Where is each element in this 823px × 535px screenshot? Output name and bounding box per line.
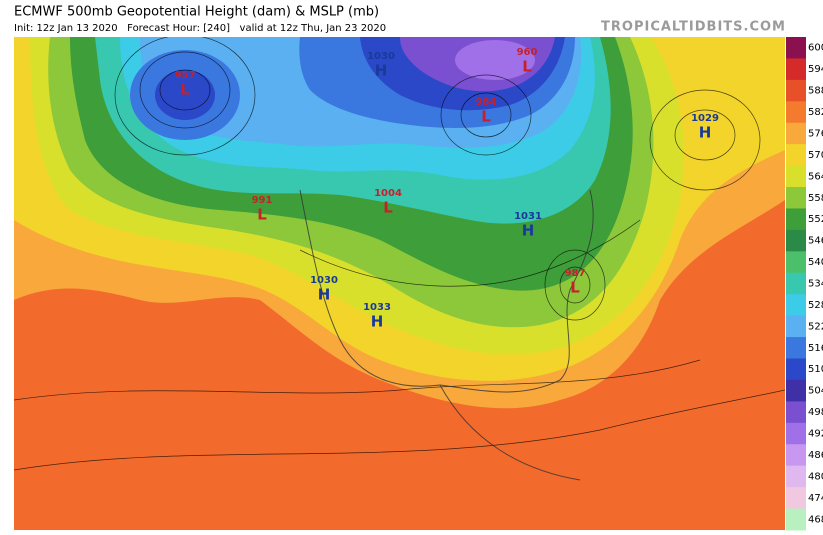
center-symbol: H (699, 124, 712, 142)
center-value: 960 (517, 47, 538, 58)
center-value: 1033 (363, 302, 391, 313)
colorbar-label: 498 (808, 407, 823, 418)
colorbar-label: 516 (808, 343, 823, 354)
colorbar-swatch (786, 465, 806, 488)
colorbar-swatch (786, 487, 806, 510)
colorbar-swatch (786, 422, 806, 445)
colorbar-label: 510 (808, 364, 823, 375)
colorbar-swatch (786, 315, 806, 338)
center-symbol: H (375, 62, 388, 80)
watermark: TROPICALTIDBITS.COM (601, 20, 786, 35)
colorbar-swatch (786, 58, 806, 81)
colorbar-swatch (786, 401, 806, 424)
center-symbol: L (522, 58, 532, 76)
center-value: 987 (565, 268, 586, 279)
colorbar-swatch (786, 37, 806, 59)
colorbar-swatch (786, 508, 806, 531)
colorbar-label: 504 (808, 386, 823, 397)
colorbar-label: 546 (808, 236, 823, 247)
colorbar: 600 594 588 582 576 570 564 558 552 546 540 534 528 5… (786, 37, 823, 531)
colorbar-label: 492 (808, 429, 823, 440)
center-value: 1030 (367, 51, 395, 62)
colorbar-label: 486 (808, 450, 823, 461)
colorbar-label: 564 (808, 171, 823, 182)
colorbar-label: 534 (808, 279, 823, 290)
colorbar-label: 540 (808, 257, 823, 268)
center-symbol: H (318, 286, 331, 304)
height-field (14, 37, 785, 530)
colorbar-swatch (786, 79, 806, 102)
center-value: 957 (175, 70, 196, 81)
colorbar-label: 570 (808, 150, 823, 161)
center-symbol: H (371, 313, 384, 331)
colorbar-label: 480 (808, 471, 823, 482)
colorbar-label: 474 (808, 493, 823, 504)
colorbar-label: 600 (808, 43, 823, 54)
center-symbol: L (383, 199, 393, 217)
center-symbol: L (257, 206, 267, 224)
center-symbol: H (522, 222, 535, 240)
center-value: 984 (476, 97, 497, 108)
colorbar-label: 528 (808, 300, 823, 311)
colorbar-label: 522 (808, 321, 823, 332)
center-symbol: L (180, 81, 190, 99)
colorbar-label: 594 (808, 64, 823, 75)
colorbar-label: 582 (808, 107, 823, 118)
colorbar-label: 576 (808, 128, 823, 139)
center-value: 991 (252, 195, 273, 206)
colorbar-swatch (786, 144, 806, 167)
colorbar-label: 468 (808, 514, 823, 525)
center-symbol: L (481, 108, 491, 126)
center-symbol: L (570, 279, 580, 297)
center-value: 1029 (691, 113, 719, 124)
colorbar-swatch (786, 122, 806, 145)
colorbar-swatch (786, 187, 806, 209)
center-value: 1004 (374, 188, 402, 199)
colorbar-label: 558 (808, 193, 823, 204)
subtitle: Init: 12z Jan 13 2020 Forecast Hour: [24… (14, 23, 386, 34)
colorbar-swatch (786, 165, 806, 188)
colorbar-swatch (786, 358, 806, 381)
colorbar-swatch (786, 208, 806, 231)
colorbar-swatch (786, 294, 806, 317)
center-value: 1030 (310, 275, 338, 286)
colorbar-swatch (786, 272, 806, 295)
colorbar-swatch (786, 379, 806, 402)
colorbar-swatch (786, 251, 806, 274)
colorbar-swatch (786, 101, 806, 124)
colorbar-label: 552 (808, 214, 823, 225)
colorbar-label: 588 (808, 86, 823, 97)
title: ECMWF 500mb Geopotential Height (dam) & … (14, 5, 379, 20)
colorbar-swatch (786, 229, 806, 252)
colorbar-swatch (786, 444, 806, 467)
colorbar-swatch (786, 337, 806, 360)
center-value: 1031 (514, 211, 542, 222)
